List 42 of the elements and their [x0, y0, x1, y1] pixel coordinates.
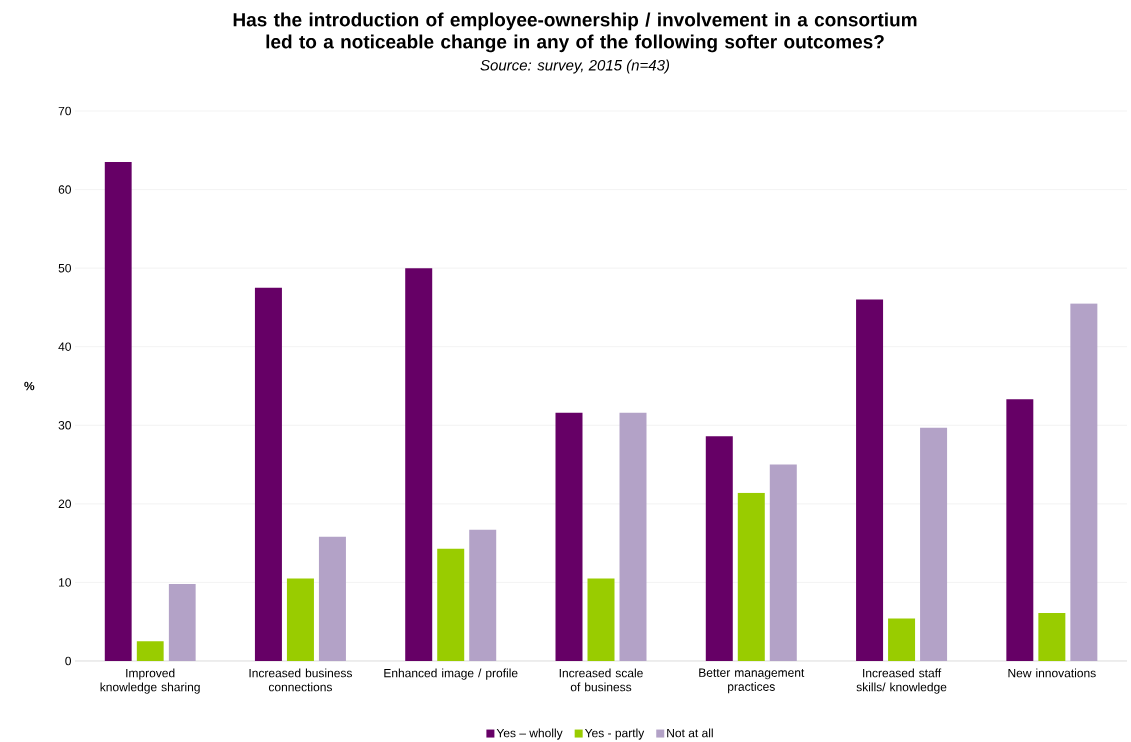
bar	[705, 436, 733, 661]
bar	[888, 618, 916, 661]
bar	[168, 584, 196, 661]
y-tick-label: 20	[58, 499, 72, 509]
bar	[405, 268, 433, 661]
bar	[286, 578, 314, 661]
legend-label: Not at all	[667, 728, 713, 738]
bar	[1070, 303, 1098, 661]
bar	[469, 529, 497, 661]
bar	[104, 162, 132, 661]
x-tick-label: Increased scale of business	[559, 668, 643, 692]
bar	[318, 536, 346, 661]
bar	[856, 299, 884, 661]
legend-label: Yes – wholly	[496, 728, 563, 740]
y-axis-title: %	[24, 381, 35, 391]
source-note: Source: survey, 2015 (n=43)	[480, 59, 670, 74]
legend-label: Yes - partly	[584, 728, 645, 740]
y-tick-label: 50	[58, 263, 72, 273]
bar	[254, 287, 282, 661]
bar	[1038, 613, 1066, 661]
bar	[555, 412, 583, 661]
y-tick-label: 10	[59, 578, 72, 587]
bar	[737, 492, 765, 661]
bar	[1006, 399, 1034, 661]
chart-title: Has the introduction of employee-ownership / involvement in a consortium led to a noticeable change in any of the following softer outcomes?	[233, 12, 917, 53]
x-tick-label: Increased staff skills/ knowledge	[856, 668, 947, 694]
x-tick-label: New innovations	[1008, 668, 1096, 678]
x-tick-label: Better management practices	[699, 668, 805, 694]
bar	[437, 548, 465, 661]
bar	[920, 427, 948, 661]
x-tick-label: Improved knowledge sharing	[100, 668, 200, 694]
bar	[587, 578, 615, 661]
bar	[769, 464, 797, 661]
y-tick-label: 0	[65, 656, 72, 666]
y-tick-label: 60	[58, 185, 72, 194]
y-tick-label: 40	[58, 342, 72, 351]
y-tick-label: 70	[58, 106, 72, 116]
x-tick-label: Enhanced image / profile	[384, 668, 518, 680]
bar	[136, 641, 164, 661]
bar	[619, 412, 647, 661]
y-tick-label: 30	[58, 421, 72, 430]
x-tick-label: Increased business connections	[249, 668, 353, 692]
